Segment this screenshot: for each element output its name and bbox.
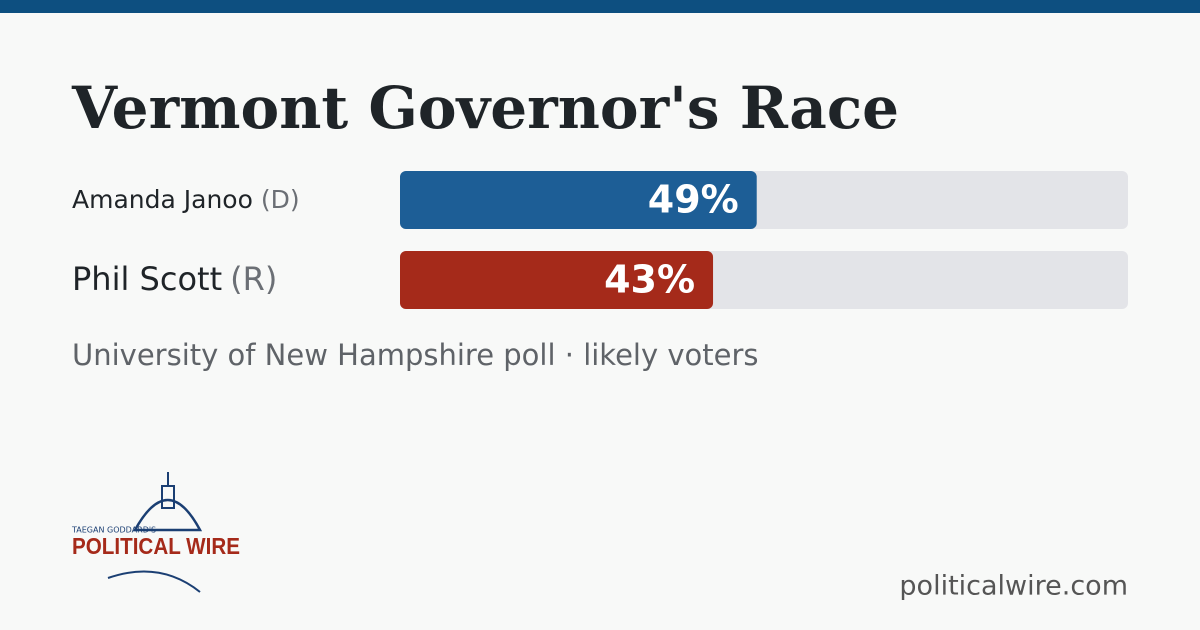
value-label: 43% [604,258,695,302]
logo: TAEGAN GODDARD'S POLITICAL WIRE [71,472,240,593]
party-label: (D) [261,185,300,214]
logo-dome [132,498,203,532]
bar [400,251,714,309]
logo-top: TAEGAN GODDARD'S [71,526,156,535]
top-band [0,0,1200,13]
note: University of New Hampshire poll · likel… [72,338,759,372]
logo-name: POLITICAL WIRE [72,533,240,559]
candidate-name: Amanda Janoo [72,185,253,214]
chart-title: Vermont Governor's Race [71,74,899,142]
bar [400,171,757,229]
candidate-name: Phil Scott [72,260,222,298]
value-label: 49% [648,178,739,222]
logo-swoosh [107,570,201,593]
party-label: (R) [230,260,277,298]
site-url: politicalwire.com [899,571,1128,602]
